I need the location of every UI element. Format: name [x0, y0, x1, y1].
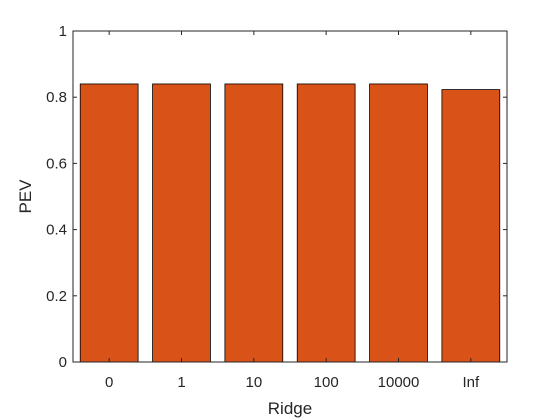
y-tick-label: 0.8	[46, 89, 67, 106]
x-axis-label: Ridge	[268, 399, 312, 418]
plot-background	[73, 31, 507, 362]
x-tick-label: 0	[105, 374, 113, 391]
y-tick-label: 1	[59, 23, 67, 40]
x-tick-label: 10000	[378, 374, 420, 391]
bar	[441, 89, 501, 363]
bar	[369, 83, 428, 363]
y-tick-label: 0.2	[46, 288, 67, 305]
x-tick-label: 100	[314, 374, 339, 391]
y-tick-label: 0	[59, 354, 67, 371]
x-tick-label: 10	[245, 374, 262, 391]
y-tick-label: 0.6	[46, 155, 67, 172]
y-axis-label: PEV	[16, 179, 35, 214]
bars-group	[79, 83, 501, 363]
plot-frame	[72, 30, 508, 363]
bar	[152, 83, 211, 363]
x-ticks-group: 0 1 10 100 10000 Inf	[105, 31, 480, 391]
x-tick-label: 1	[177, 374, 185, 391]
bar	[224, 83, 284, 363]
y-ticks-group: 0 0.2 0.4 0.6 0.8 1	[46, 23, 507, 371]
y-tick-label: 0.4	[46, 222, 67, 239]
bar	[296, 83, 356, 363]
bar	[79, 83, 139, 363]
x-tick-label: Inf	[462, 374, 480, 391]
